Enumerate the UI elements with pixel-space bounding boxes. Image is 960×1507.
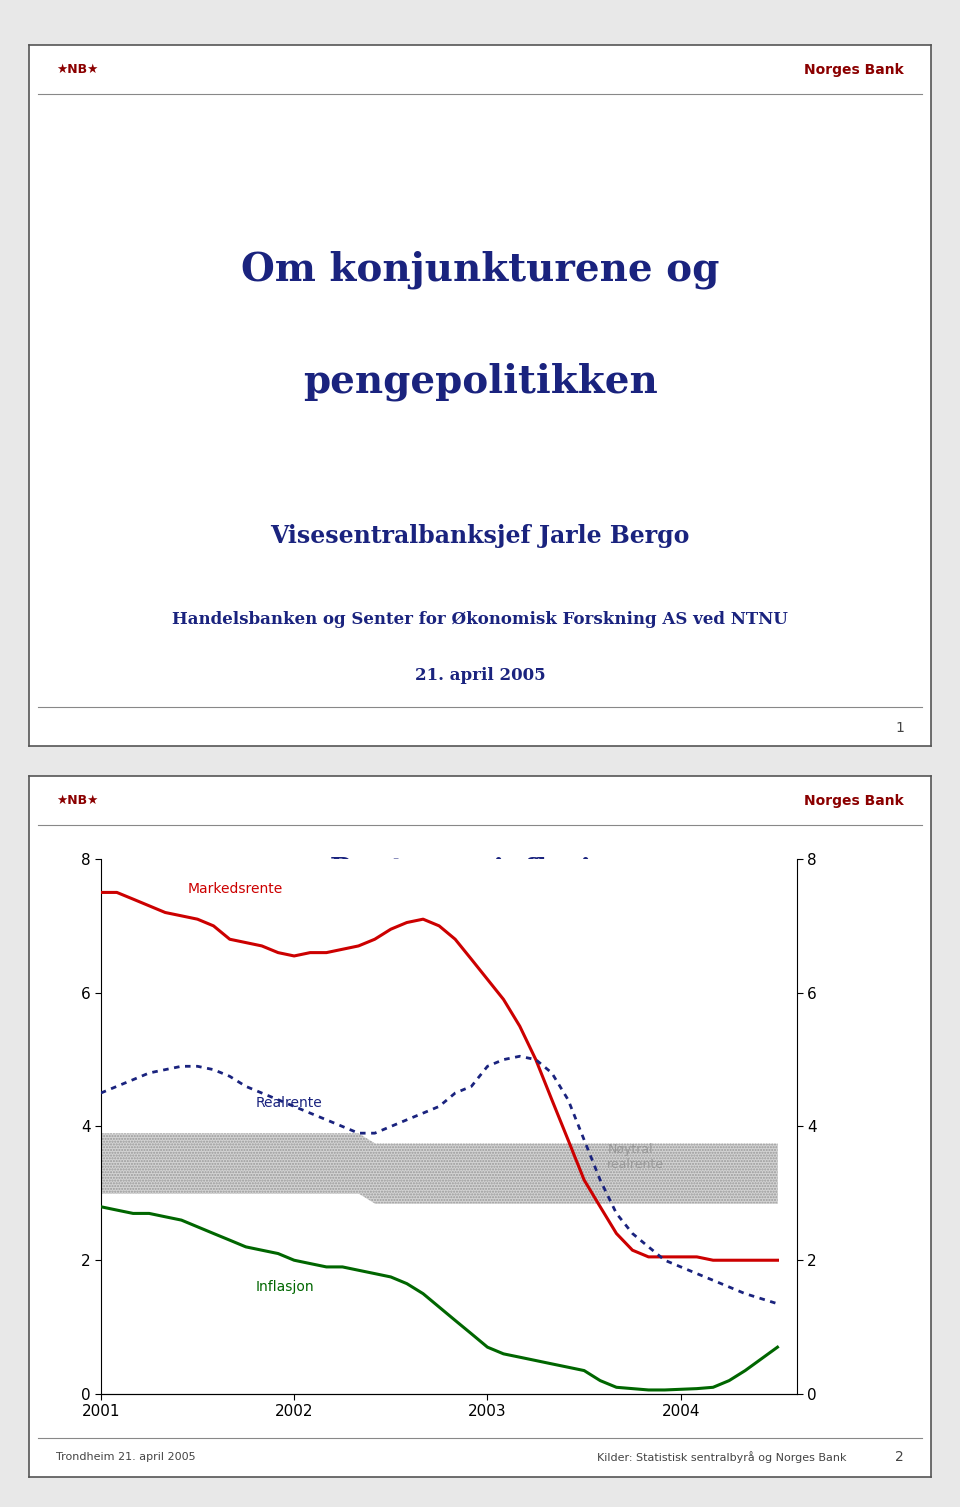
Text: Kilder: Statistisk sentralbyrå og Norges Bank: Kilder: Statistisk sentralbyrå og Norges… bbox=[597, 1451, 847, 1463]
Text: Handelsbanken og Senter for Økonomisk Forskning AS ved NTNU: Handelsbanken og Senter for Økonomisk Fo… bbox=[172, 612, 788, 628]
Text: Norges Bank: Norges Bank bbox=[804, 794, 904, 808]
Text: Om konjunkturene og: Om konjunkturene og bbox=[241, 250, 719, 289]
Text: ★NB★: ★NB★ bbox=[56, 63, 98, 77]
Text: ★NB★: ★NB★ bbox=[56, 794, 98, 808]
Text: Markedsrente: Markedsrente bbox=[188, 882, 283, 897]
Text: 21. april 2005: 21. april 2005 bbox=[415, 668, 545, 684]
Text: 2: 2 bbox=[896, 1450, 904, 1465]
Text: pengepolitikken: pengepolitikken bbox=[302, 362, 658, 401]
Text: 1: 1 bbox=[896, 722, 904, 735]
Text: Norges Bank: Norges Bank bbox=[804, 63, 904, 77]
Text: Realrente: Realrente bbox=[255, 1096, 323, 1111]
Text: Trondheim 21. april 2005: Trondheim 21. april 2005 bbox=[56, 1453, 196, 1462]
Text: Prosent: Prosent bbox=[451, 901, 509, 916]
Text: Renter og inflasjon: Renter og inflasjon bbox=[330, 857, 630, 885]
Text: Nøytral
realrente: Nøytral realrente bbox=[608, 1142, 664, 1171]
Text: Visesentralbanksjef Jarle Bergo: Visesentralbanksjef Jarle Bergo bbox=[271, 524, 689, 547]
Text: Inflasjon: Inflasjon bbox=[255, 1279, 314, 1295]
